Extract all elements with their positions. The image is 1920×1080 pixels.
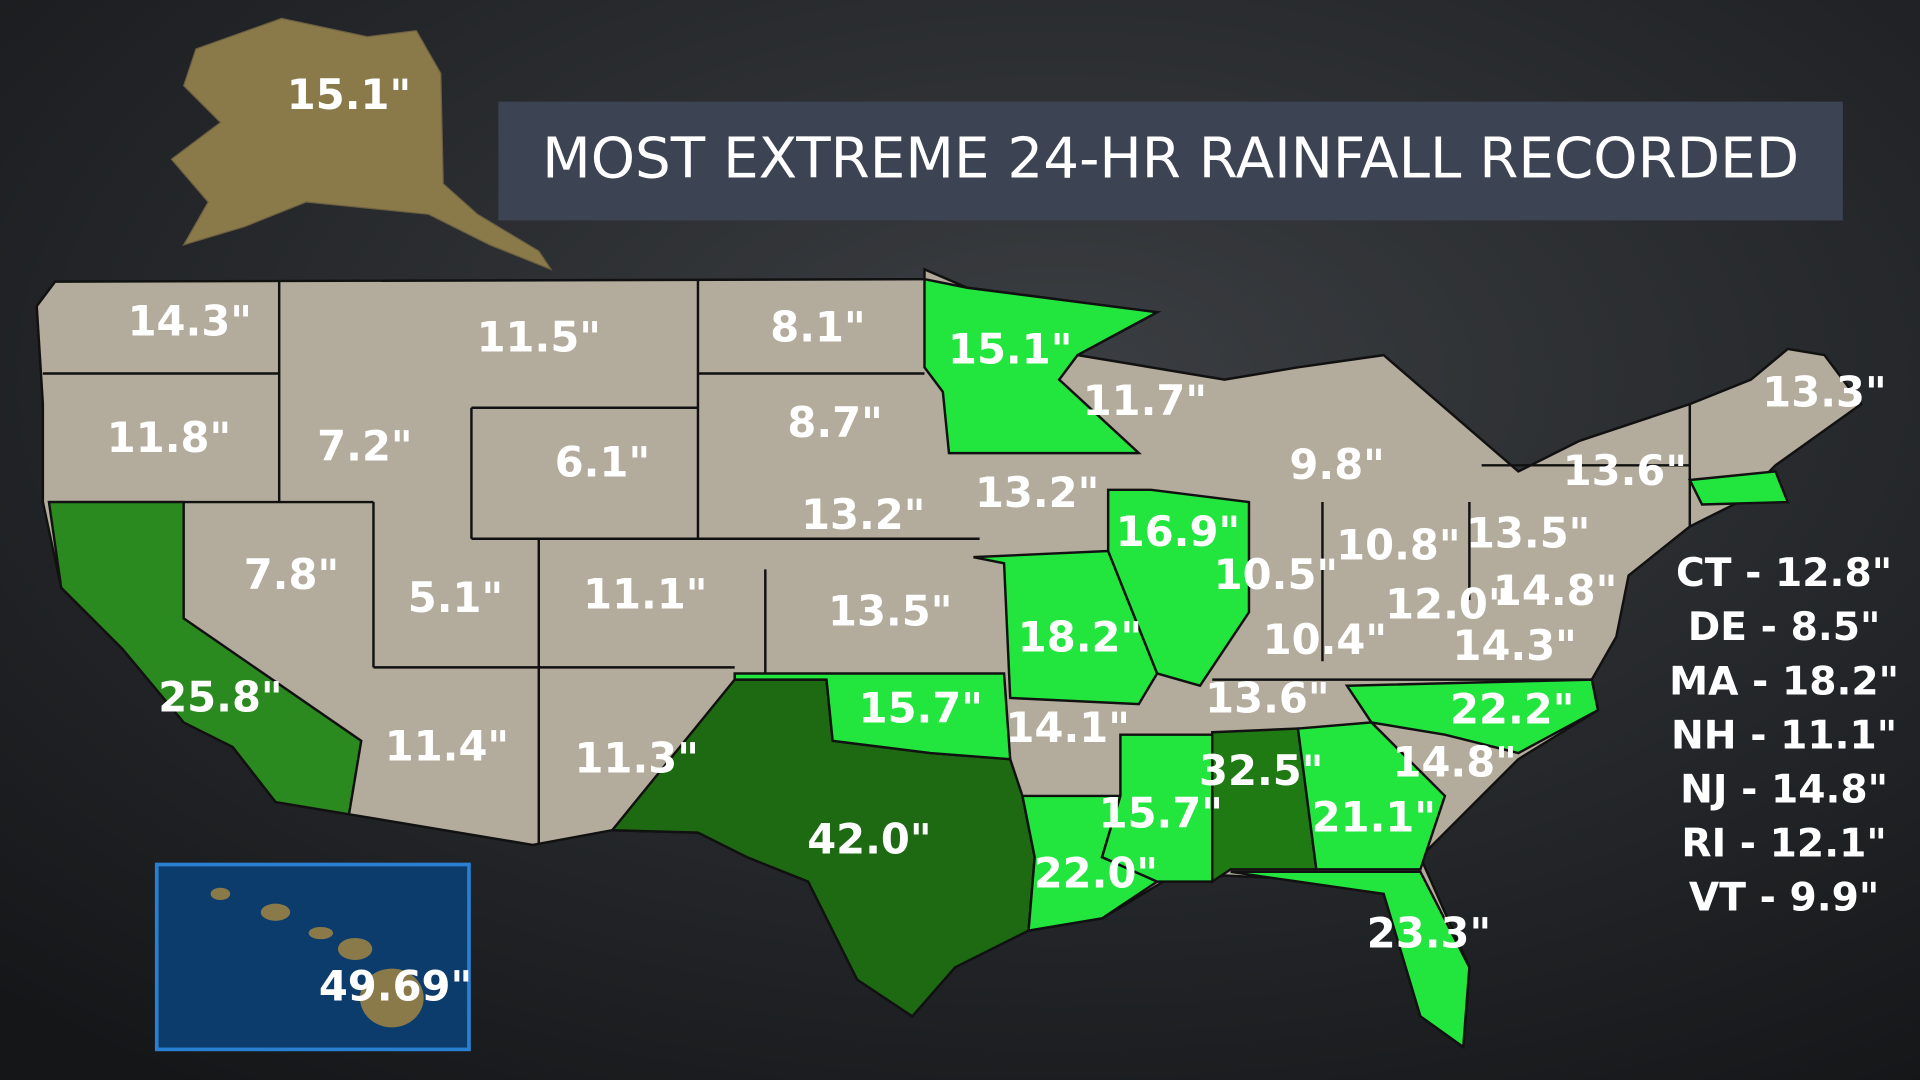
state-value-label: 10.8": [1336, 521, 1460, 570]
state-value-label: 23.3": [1367, 909, 1491, 958]
state-value-label: 11.1": [583, 570, 707, 619]
state-value-label: 11.5": [477, 312, 601, 361]
state-value-label: 13.2": [975, 468, 1099, 517]
state-value-label: 10.4": [1263, 615, 1387, 664]
state-value-label: 7.2": [317, 421, 412, 470]
state-value-label: 12.0": [1385, 579, 1509, 628]
state-value-label: 13.3": [1762, 368, 1886, 417]
state-value-label: 22.2": [1450, 685, 1574, 734]
state-value-label: 15.7": [1099, 789, 1223, 838]
state-value-label: 22.0": [1034, 849, 1158, 898]
state-value-label: 14.1": [1006, 703, 1130, 752]
state-value-label: 10.5": [1214, 550, 1338, 599]
state-value-label: 14.8": [1493, 566, 1617, 615]
state-value-label: 8.7": [787, 398, 882, 447]
state-value-label: 15.1": [948, 325, 1072, 374]
highlighted-states: [47, 277, 1790, 1050]
small-state-value: NJ - 14.8": [1680, 768, 1888, 813]
state-value-label: 14.8": [1392, 737, 1516, 786]
state-value-label: 42.0": [807, 814, 931, 863]
small-state-value: CT - 12.8": [1676, 551, 1892, 596]
title-box: [498, 101, 1843, 221]
state-value-label: 11.3": [575, 734, 699, 783]
alaska-label: 15.1": [287, 70, 411, 119]
small-state-value: NH - 11.1": [1671, 713, 1897, 758]
hawaii-label: 49.69": [319, 961, 472, 1010]
state-value-label: 13.6": [1563, 446, 1687, 495]
state-value-label: 14.3": [1452, 621, 1576, 670]
state-value-label: 32.5": [1199, 746, 1323, 795]
state-value-label: 25.8": [158, 672, 282, 721]
state-value-label: 13.6": [1205, 674, 1329, 723]
state-value-label: 18.2": [1018, 612, 1142, 661]
state-value-label: 21.1": [1312, 792, 1436, 841]
state-value-label: 6.1": [555, 437, 650, 486]
small-state-value: VT - 9.9": [1689, 876, 1879, 921]
state-value-label: 11.4": [385, 721, 509, 770]
state-value-label: 9.8": [1289, 440, 1384, 489]
state-value-label: 5.1": [408, 573, 503, 622]
small-state-value: DE - 8.5": [1688, 605, 1881, 650]
state-value-label: 16.9": [1116, 507, 1240, 556]
hawaii-inset: [154, 862, 471, 1052]
hawaii-islands: [210, 887, 424, 1028]
state-value-label: 11.7": [1083, 376, 1207, 425]
state-value-label: 7.8": [244, 550, 339, 599]
state-value-label: 14.3": [128, 296, 252, 345]
small-state-value: MA - 18.2": [1669, 659, 1899, 704]
state-value-label: 15.7": [859, 683, 983, 732]
small-state-value: RI - 12.1": [1681, 822, 1886, 867]
state-value-label: 8.1": [770, 303, 865, 352]
alaska-shape: [170, 17, 553, 271]
title: MOST EXTREME 24-HR RAINFALL RECORDED: [542, 126, 1799, 191]
state-value-label: 13.5": [828, 587, 952, 636]
state-value-label: 13.5": [1466, 508, 1590, 557]
state-value-label: 13.2": [801, 490, 925, 539]
state-value-label: 11.8": [107, 413, 231, 462]
